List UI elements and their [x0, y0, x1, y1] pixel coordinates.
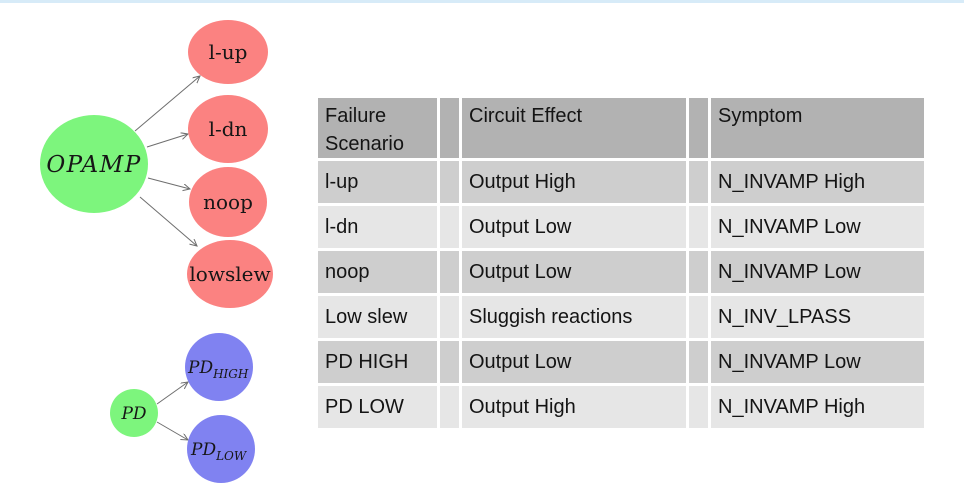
- table-row-pd-high: PD HIGH Output Low N_INVAMP Low: [315, 338, 927, 386]
- fault-tree-diagram: OPAMP l-up l-dn noop lowslew PD PDHIGH P…: [40, 20, 273, 483]
- header-failure-scenario: Failure Scenario: [315, 95, 440, 161]
- node-opamp: [40, 115, 148, 213]
- node-l-dn: [188, 95, 268, 163]
- cell-failure: l-dn: [315, 203, 440, 251]
- node-pd-high-label: PDHIGH: [187, 358, 249, 381]
- table-row-l-dn: l-dn Output Low N_INVAMP Low: [315, 203, 927, 251]
- header-circuit-effect: Circuit Effect: [459, 95, 689, 161]
- failure-scenario-table: Failure Scenario Circuit Effect Symptom …: [315, 95, 927, 431]
- arrow-pd-to-pdhigh: [156, 382, 188, 405]
- arrow-opamp-to-l-up: [134, 76, 200, 132]
- node-pd-low: [187, 415, 255, 483]
- node-opamp-label: OPAMP: [46, 152, 141, 178]
- arrow-opamp-to-noop: [147, 177, 190, 189]
- header-spacer-1: [437, 95, 462, 161]
- node-pd-high: [185, 333, 253, 401]
- table-row-l-up: l-up Output High N_INVAMP High: [315, 158, 927, 206]
- cell-effect: Output Low: [459, 338, 689, 386]
- cell-symptom: N_INVAMP Low: [708, 248, 927, 296]
- cell-spacer: [437, 158, 462, 206]
- pd-low-subscript: LOW: [215, 449, 248, 463]
- header-spacer-2: [686, 95, 711, 161]
- cell-spacer: [686, 158, 711, 206]
- cell-spacer: [437, 293, 462, 341]
- cell-symptom: N_INVAMP High: [708, 383, 927, 431]
- table-header-row: Failure Scenario Circuit Effect Symptom: [315, 95, 927, 161]
- table-row-low-slew: Low slew Sluggish reactions N_INV_LPASS: [315, 293, 927, 341]
- node-pd-label: PD: [120, 404, 146, 424]
- cell-spacer: [686, 338, 711, 386]
- cell-effect: Sluggish reactions: [459, 293, 689, 341]
- node-pd-low-label: PDLOW: [190, 440, 248, 463]
- cell-spacer: [437, 338, 462, 386]
- cell-effect: Output High: [459, 383, 689, 431]
- cell-failure: l-up: [315, 158, 440, 206]
- pd-high-main-text: PD: [187, 358, 213, 378]
- cell-spacer: [686, 383, 711, 431]
- node-l-up-label: l-up: [209, 40, 248, 64]
- node-lowslew-label: lowslew: [189, 262, 270, 286]
- node-noop-label: noop: [203, 190, 253, 214]
- cell-spacer: [437, 383, 462, 431]
- cell-failure: PD HIGH: [315, 338, 440, 386]
- table-row-pd-low: PD LOW Output High N_INVAMP High: [315, 383, 927, 431]
- cell-spacer: [437, 248, 462, 296]
- header-symptom: Symptom: [708, 95, 927, 161]
- cell-symptom: N_INVAMP Low: [708, 203, 927, 251]
- window-top-edge: [0, 0, 964, 3]
- cell-failure: Low slew: [315, 293, 440, 341]
- node-noop: [189, 167, 267, 237]
- cell-spacer: [686, 248, 711, 296]
- cell-spacer: [437, 203, 462, 251]
- node-l-dn-label: l-dn: [209, 117, 248, 141]
- pd-high-subscript: HIGH: [212, 367, 249, 381]
- cell-symptom: N_INVAMP Low: [708, 338, 927, 386]
- cell-symptom: N_INV_LPASS: [708, 293, 927, 341]
- cell-effect: Output Low: [459, 248, 689, 296]
- node-l-up: [188, 20, 268, 84]
- arrow-opamp-to-l-dn: [146, 134, 188, 148]
- table-row-noop: noop Output Low N_INVAMP Low: [315, 248, 927, 296]
- pd-low-main-text: PD: [190, 440, 216, 460]
- cell-failure: noop: [315, 248, 440, 296]
- cell-spacer: [686, 203, 711, 251]
- node-pd: [110, 389, 158, 437]
- cell-failure: PD LOW: [315, 383, 440, 431]
- cell-effect: Output High: [459, 158, 689, 206]
- node-lowslew: [187, 240, 273, 308]
- cell-spacer: [686, 293, 711, 341]
- cell-effect: Output Low: [459, 203, 689, 251]
- arrow-pd-to-pdlow: [156, 421, 188, 440]
- arrow-opamp-to-lowslew: [139, 196, 197, 246]
- cell-symptom: N_INVAMP High: [708, 158, 927, 206]
